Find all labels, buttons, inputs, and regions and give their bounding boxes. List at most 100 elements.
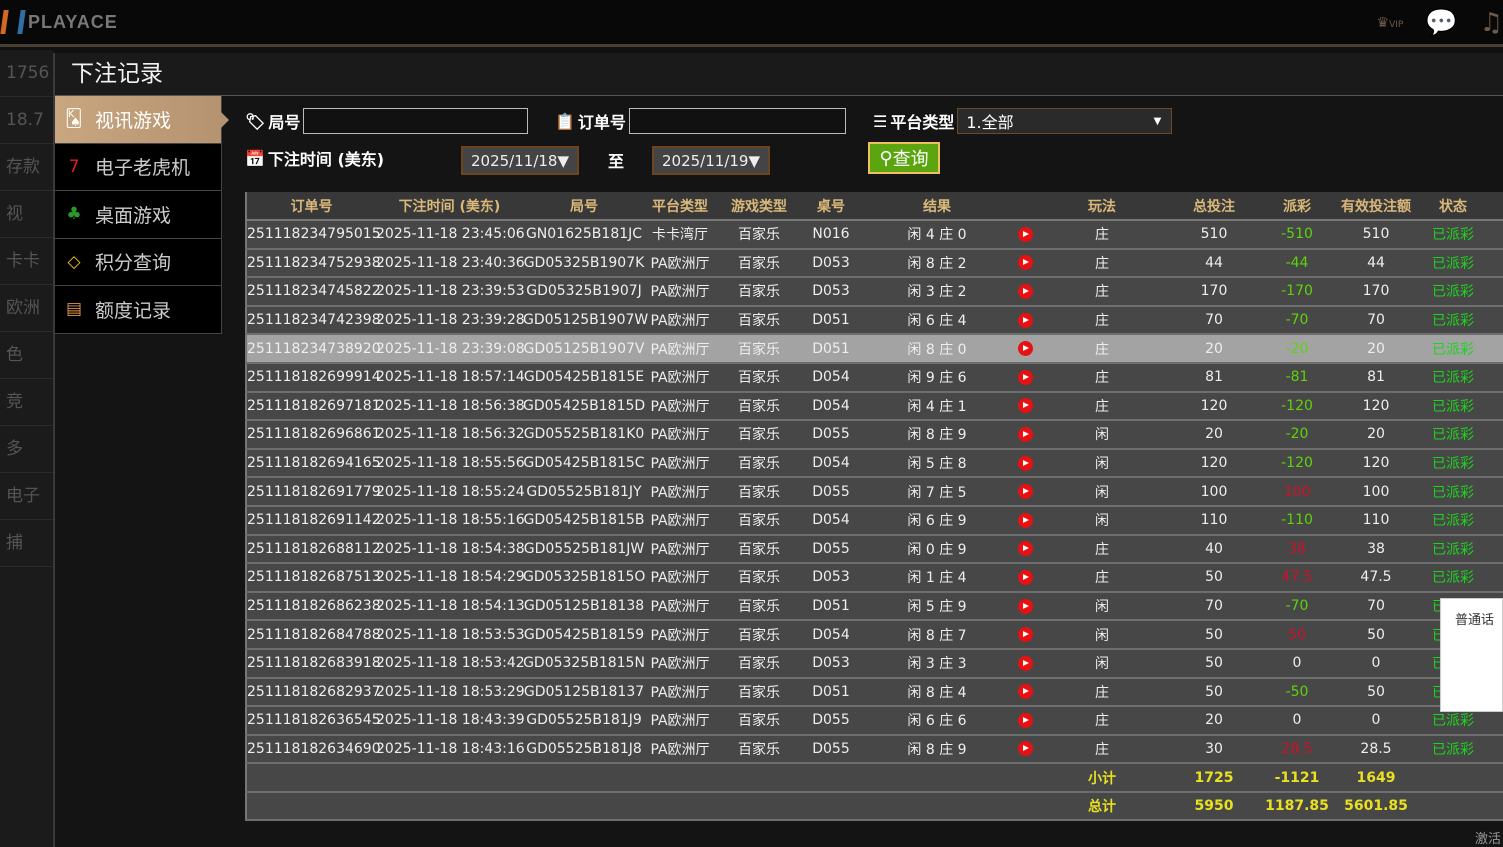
date-from-value: 2025/11/18 — [471, 151, 558, 170]
table-row[interactable]: 251118182688112 2025-11-18 18:54:38 GD0552… — [246, 534, 1503, 565]
play-video-icon[interactable] — [1017, 541, 1033, 557]
menu-item-0[interactable]: 🂮 视讯游戏 — [55, 96, 229, 144]
column-header: 下注时间 (美东) — [376, 192, 523, 221]
menu-item-1[interactable]: 7 电子老虎机 — [55, 143, 222, 191]
total-bet-cell: 50 — [1169, 677, 1259, 708]
table-row[interactable]: 251118234738920 2025-11-18 23:39:08 GD0512… — [246, 334, 1503, 364]
play-video-icon[interactable] — [1017, 712, 1033, 728]
menu-item-4[interactable]: ▤ 额度记录 — [55, 286, 222, 334]
table-row[interactable]: 251118182686238 2025-11-18 18:54:13 GD0512… — [246, 591, 1503, 622]
game-type-cell: 百家乐 — [715, 505, 803, 536]
round-id-cell: GD05125B1907V — [523, 334, 645, 364]
table-row[interactable]: 251118182684788 2025-11-18 18:53:53 GD0542… — [246, 620, 1503, 650]
bet-time-cell: 2025-11-18 18:53:29 — [376, 677, 525, 708]
valid-bet-cell: 20 — [1335, 420, 1417, 450]
order-id-cell: 251118234742398 — [246, 305, 381, 336]
table-id-cell: D055 — [803, 420, 859, 450]
vip-icon[interactable]: ♛VIP — [1376, 15, 1404, 31]
table-id-cell: D053 — [803, 248, 859, 279]
language-popup[interactable]: 普通话 — [1440, 598, 1503, 712]
spacer-cell — [1489, 391, 1503, 422]
round-id-cell: GD05425B1815E — [523, 362, 645, 393]
round-id-cell: GD05325B1907K — [523, 248, 645, 279]
result-cell: 闲 8 庄 4 — [859, 677, 1015, 708]
order-input[interactable] — [628, 108, 846, 134]
round-id-cell: GD05425B18159 — [523, 620, 645, 650]
game-type-cell: 百家乐 — [715, 534, 803, 565]
table-row[interactable]: 251118182696861 2025-11-18 18:56:32 GD0552… — [246, 420, 1503, 450]
play-video-icon[interactable] — [1017, 512, 1033, 528]
play-video-icon[interactable] — [1017, 455, 1033, 471]
logo[interactable]: PLAYACE — [0, 10, 118, 34]
background-sidebar-item: 色 — [0, 332, 53, 379]
table-row[interactable]: 251118182682937 2025-11-18 18:53:29 GD0512… — [246, 677, 1503, 708]
table-row[interactable]: 251118234752938 2025-11-18 23:40:36 GD0532… — [246, 248, 1503, 279]
play-video-icon[interactable] — [1017, 255, 1033, 271]
status-cell: 已派彩 — [1417, 477, 1489, 507]
play-video-icon[interactable] — [1017, 569, 1033, 585]
round-input[interactable] — [303, 108, 529, 134]
bet-type-cell: 庄 — [1035, 277, 1169, 307]
query-button[interactable]: ⚲ 查询 — [868, 142, 940, 174]
spacer-cell — [1489, 563, 1503, 593]
empty-cell — [246, 763, 376, 793]
round-label: 局号 — [268, 113, 301, 132]
table-row[interactable]: 251118182694165 2025-11-18 18:55:56 GD0542… — [246, 448, 1503, 479]
spacer-cell — [1489, 477, 1503, 507]
spacer-cell — [1489, 305, 1503, 336]
table-row[interactable]: 251118182691142 2025-11-18 18:55:16 GD0542… — [246, 505, 1503, 536]
table-row[interactable]: 251118182683918 2025-11-18 18:53:42 GD0532… — [246, 648, 1503, 679]
date-from-picker[interactable]: 2025/11/18 ▼ — [461, 146, 580, 175]
music-icon[interactable]: ♫ — [1479, 8, 1503, 38]
table-row[interactable]: 251118234795015 2025-11-18 23:45:06 GN0162… — [246, 220, 1503, 250]
table-row[interactable]: 251118182697181 2025-11-18 18:56:38 GD0542… — [246, 391, 1503, 422]
table-row[interactable]: 251118234745822 2025-11-18 23:39:53 GD0532… — [246, 277, 1503, 307]
column-header: 局号 — [523, 192, 645, 221]
play-video-icon[interactable] — [1017, 426, 1033, 442]
table-id-cell: D051 — [803, 677, 859, 708]
total-bet-cell: 170 — [1169, 277, 1259, 307]
round-id-cell: GD05525B181JW — [523, 534, 645, 565]
play-video-icon[interactable] — [1017, 627, 1033, 643]
play-video-icon[interactable] — [1017, 369, 1033, 385]
chat-icon[interactable]: 💬 — [1425, 8, 1458, 38]
payout-cell: -170 — [1259, 277, 1335, 307]
table-header: 订单号 下注时间 (美东) 局号 平台类型 游戏类型 桌号 结果 玩法 总投注 派彩 有效投注额 状态 — [246, 192, 1503, 221]
play-video-icon[interactable] — [1017, 655, 1033, 671]
table-row[interactable]: 251118182634690 2025-11-18 18:43:16 GD0552… — [246, 734, 1503, 765]
bet-time-cell: 2025-11-18 18:55:24 — [376, 477, 525, 507]
platform-cell: PA欧洲厅 — [645, 648, 715, 679]
vip-label: VIP — [1389, 20, 1404, 30]
empty-cell — [1489, 763, 1503, 793]
menu-item-label: 视讯游戏 — [95, 109, 172, 132]
play-video-icon[interactable] — [1017, 341, 1033, 357]
bet-type-cell: 庄 — [1035, 305, 1169, 336]
payout-cell: 0 — [1259, 648, 1335, 679]
menu-item-2[interactable]: ♣ 桌面游戏 — [55, 191, 222, 239]
language-option[interactable]: 普通话 — [1455, 613, 1495, 628]
status-cell: 已派彩 — [1417, 248, 1489, 279]
table-row[interactable]: 251118182691779 2025-11-18 18:55:24 GD0552… — [246, 477, 1503, 507]
date-to-picker[interactable]: 2025/11/19 ▼ — [652, 146, 771, 175]
play-video-icon[interactable] — [1017, 741, 1033, 757]
play-video-icon[interactable] — [1017, 684, 1033, 700]
table-row[interactable]: 251118234742398 2025-11-18 23:39:28 GD0512… — [246, 305, 1503, 336]
platform-cell: 卡卡湾厅 — [645, 220, 715, 250]
play-video-icon[interactable] — [1017, 484, 1033, 500]
total-label: 总计 — [1035, 791, 1169, 822]
table-row[interactable]: 251118182636545 2025-11-18 18:43:39 GD0552… — [246, 706, 1503, 736]
play-video-icon[interactable] — [1017, 398, 1033, 414]
menu-item-3[interactable]: ◇ 积分查询 — [55, 238, 222, 286]
video-cell — [1015, 220, 1035, 250]
play-video-icon[interactable] — [1017, 312, 1033, 328]
play-video-icon[interactable] — [1017, 283, 1033, 299]
status-cell: 已派彩 — [1417, 220, 1489, 250]
table-row[interactable]: 251118182699914 2025-11-18 18:57:14 GD0542… — [246, 362, 1503, 393]
platform-cell: PA欧洲厅 — [645, 734, 715, 765]
table-row[interactable]: 251118182687513 2025-11-18 18:54:29 GD0532… — [246, 563, 1503, 593]
platform-select[interactable]: 1.全部 ▼ — [957, 108, 1173, 134]
play-video-icon[interactable] — [1017, 598, 1033, 614]
bet-time-cell: 2025-11-18 23:39:28 — [376, 305, 525, 336]
bet-type-cell: 闲 — [1035, 505, 1169, 536]
play-video-icon[interactable] — [1017, 226, 1033, 242]
